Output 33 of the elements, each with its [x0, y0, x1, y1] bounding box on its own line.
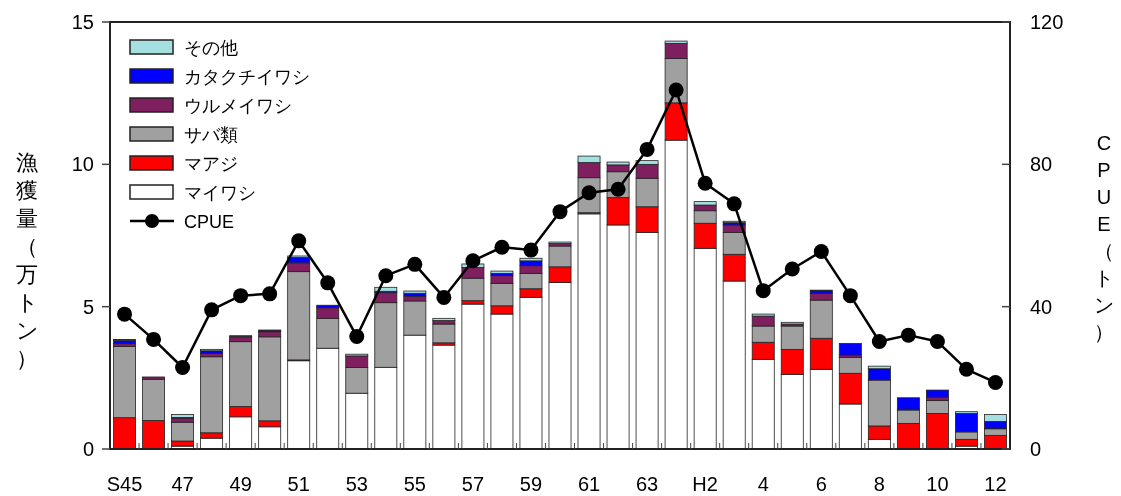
- x-tick-label: 59: [519, 473, 543, 495]
- y2-tick-label: 0: [1030, 438, 1042, 460]
- y-axis-title: 漁獲量（万トン）: [15, 150, 39, 371]
- x-tick-label: 53: [345, 473, 368, 495]
- x-tick-label: 61: [577, 473, 601, 495]
- x-tick-label: 12: [984, 473, 1007, 495]
- y-tick-label: 5: [82, 295, 94, 318]
- legend-label: カタクチイワシ: [184, 67, 310, 87]
- y-tick-label: 0: [82, 438, 94, 460]
- legend-label: サバ類: [184, 125, 238, 145]
- x-tick-label: 51: [287, 473, 310, 495]
- x-tick-label: 47: [171, 473, 194, 495]
- x-tick-label: 4: [757, 473, 769, 495]
- legend-label: ウルメイワシ: [184, 96, 292, 116]
- x-tick-label: 6: [815, 473, 827, 495]
- x-tick-label: 49: [229, 473, 252, 495]
- x-tick-label: 57: [461, 473, 485, 495]
- y-tick-label: 10: [71, 153, 94, 176]
- x-tick-label: S45: [106, 473, 143, 495]
- y2-tick-label: 120: [1030, 11, 1064, 33]
- x-tick-label: 55: [403, 473, 426, 495]
- x-tick-label: 8: [873, 473, 885, 495]
- legend-label: その他: [184, 38, 238, 58]
- y2-axis-title: CPUE（トン）: [1094, 132, 1114, 343]
- x-tick-label: 63: [635, 473, 659, 495]
- y-tick-label: 15: [71, 11, 94, 33]
- x-tick-label: H2: [692, 473, 718, 495]
- x-tick-label: 10: [926, 473, 949, 495]
- y2-tick-label: 80: [1030, 153, 1053, 176]
- legend-label: CPUE: [184, 212, 235, 232]
- y2-tick-label: 40: [1030, 295, 1053, 318]
- legend-label: マイワシ: [184, 183, 256, 203]
- legend-label: マアジ: [184, 154, 238, 174]
